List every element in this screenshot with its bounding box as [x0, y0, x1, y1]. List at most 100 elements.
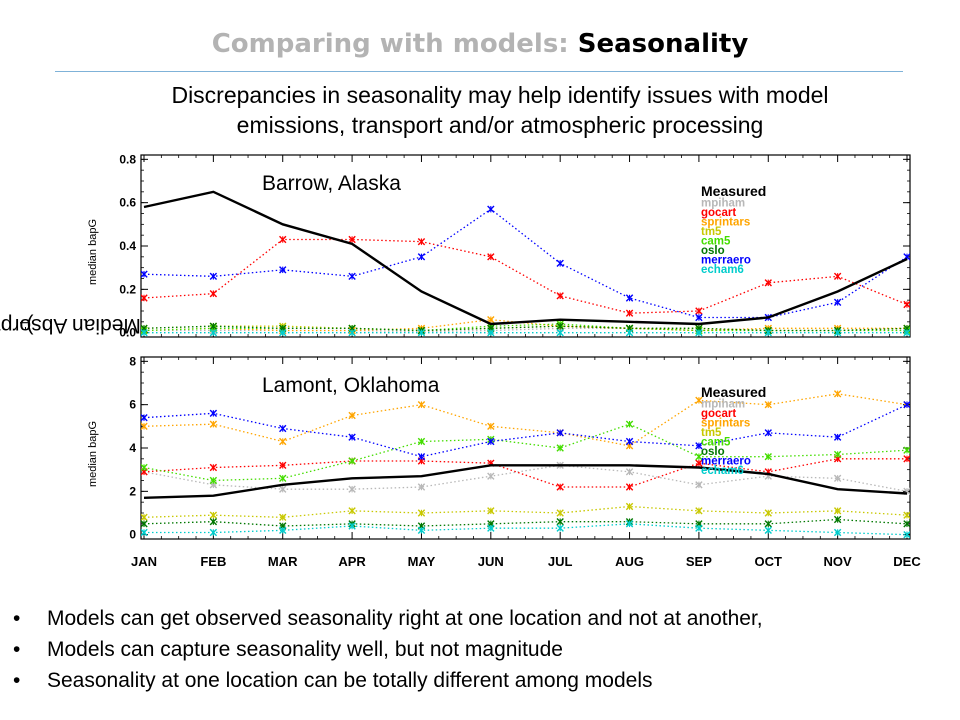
legend-entry: echam6 — [701, 465, 744, 477]
data-point-oslo — [209, 517, 218, 526]
data-point-oslo — [833, 515, 842, 524]
data-point-gocart — [764, 279, 772, 287]
data-point-tm5 — [279, 513, 287, 522]
data-point-mpiham — [487, 472, 495, 480]
x-tick-label: NOV — [824, 554, 853, 569]
data-point-echam6 — [556, 524, 564, 532]
data-point-gocart — [833, 272, 842, 281]
slide-title-gray: Comparing with models: — [211, 29, 569, 59]
data-point-echam6 — [279, 328, 287, 337]
data-point-gocart — [209, 463, 218, 472]
data-point-merraero — [279, 424, 287, 433]
data-point-merraero — [348, 272, 356, 281]
data-point-echam6 — [903, 530, 910, 539]
series-line-sprintars — [143, 393, 908, 447]
data-point-echam6 — [348, 522, 356, 530]
data-point-mpiham — [695, 481, 703, 489]
legend-entry: oslo — [701, 446, 725, 458]
data-point-merraero — [417, 253, 426, 261]
data-point-gocart — [417, 237, 426, 246]
bullet-marker: • — [13, 607, 21, 630]
data-point-oslo — [209, 322, 218, 330]
series-line-merraero — [143, 208, 908, 319]
data-point-echam6 — [487, 524, 495, 532]
y-tick-label: 8 — [129, 354, 136, 368]
data-point-tm5 — [903, 511, 910, 519]
x-tick-label: FEB — [200, 554, 226, 569]
data-point-echam6 — [556, 328, 564, 337]
y-tick-label: 2 — [129, 484, 136, 498]
chart-panel-1: 0.0 0.2 0.4 0.6 0.8 median bapG Barrow, Alaska… — [87, 152, 911, 340]
x-tick-label: JUL — [548, 554, 573, 569]
data-point-sprintars — [487, 422, 495, 431]
bullet-text: Seasonality at one location can be total… — [47, 669, 653, 692]
x-tick-label: JUN — [478, 554, 504, 569]
data-point-mpiham — [348, 485, 356, 493]
data-point-tm5 — [417, 509, 426, 517]
series-line-echam6 — [144, 523, 908, 536]
series-line-tm5 — [143, 505, 908, 518]
x-tick-label: DEC — [893, 554, 921, 569]
legend-entry: Measured — [701, 183, 766, 199]
series-line-merraero — [143, 404, 908, 458]
bullet-list: • Models can get observed seasonality rig… — [0, 603, 960, 696]
data-point-cam5 — [695, 452, 703, 461]
legend-entry: sprintars — [701, 418, 750, 430]
data-point-tm5 — [141, 513, 148, 522]
x-tick-label: OCT — [755, 554, 783, 569]
bullet-text: Models can capture seasonality well, but… — [47, 638, 563, 661]
data-point-sprintars — [695, 396, 703, 405]
series-line-cam5 — [143, 423, 908, 482]
data-point-merraero — [487, 437, 495, 446]
data-point-echam6 — [487, 328, 495, 337]
data-point-echam6 — [625, 328, 634, 337]
data-point-gocart — [279, 235, 287, 244]
data-point-mpiham — [417, 483, 426, 491]
data-point-sprintars — [348, 411, 356, 420]
y-tick-label: 0.2 — [119, 282, 136, 296]
series-line-sprintars — [143, 319, 907, 332]
series-line-cam5 — [143, 323, 907, 332]
data-point-echam6 — [141, 328, 148, 337]
x-tick-label: JAN — [131, 554, 157, 569]
data-point-mpiham — [279, 485, 287, 493]
title-divider — [55, 71, 903, 72]
series-line-gocart — [143, 238, 908, 314]
data-point-echam6 — [903, 328, 910, 337]
data-point-cam5 — [556, 444, 564, 452]
legend-entry: sprintars — [701, 217, 750, 229]
plot-frame — [140, 356, 911, 540]
seasonality-charts: 0.0 0.2 0.4 0.6 0.8 median bapG Barrow, Alaska… — [87, 152, 921, 569]
data-point-echam6 — [279, 526, 287, 535]
legend-entry: echam6 — [701, 264, 744, 276]
data-point-cam5 — [348, 457, 356, 465]
y-tick-label: 0.8 — [119, 152, 136, 166]
data-point-merraero — [556, 259, 564, 268]
data-point-merraero — [279, 266, 287, 274]
data-point-gocart — [348, 235, 356, 244]
data-point-gocart — [695, 307, 703, 315]
legend-entry: mpiham — [701, 198, 745, 210]
data-point-sprintars — [279, 437, 287, 446]
data-point-sprintars — [764, 400, 772, 409]
data-point-cam5 — [903, 446, 910, 454]
x-tick-label: APR — [338, 554, 366, 569]
data-point-merraero — [417, 452, 426, 461]
data-point-cam5 — [209, 476, 218, 485]
data-point-tm5 — [764, 509, 772, 517]
series-line-oslo — [143, 325, 908, 332]
data-point-merraero — [209, 409, 218, 418]
data-point-echam6 — [764, 526, 772, 535]
bullet-marker: • — [13, 669, 21, 692]
data-point-merraero — [141, 270, 148, 278]
data-point-echam6 — [833, 528, 842, 537]
legend-entry: mpiham — [701, 399, 745, 411]
legend-entry: gocart — [701, 207, 736, 219]
series-group — [141, 390, 910, 539]
plot-frame — [140, 154, 911, 338]
bullet-item: • Seasonality at one location can be tota… — [0, 665, 960, 696]
slide-title: Comparing with models: Seasonality — [0, 26, 960, 62]
bullet-item: • Models can capture seasonality well, bu… — [0, 634, 960, 665]
data-point-oslo — [556, 517, 564, 526]
y-tick-label: 6 — [129, 398, 136, 412]
